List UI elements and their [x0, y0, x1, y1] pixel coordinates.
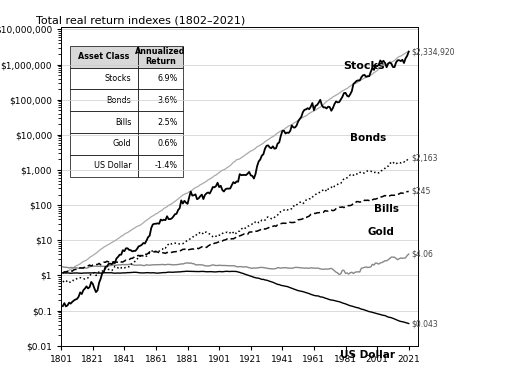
Text: $4.06: $4.06 [410, 250, 432, 259]
Text: $0.043: $0.043 [410, 319, 437, 328]
Text: $2,334,920: $2,334,920 [410, 47, 454, 56]
Text: Total real return indexes (1802–2021): Total real return indexes (1802–2021) [36, 15, 244, 25]
Text: $2,163: $2,163 [410, 154, 437, 163]
Text: US Dollar: US Dollar [339, 350, 394, 360]
Text: Bills: Bills [374, 204, 399, 214]
Text: Gold: Gold [367, 227, 394, 238]
Text: Stocks: Stocks [343, 61, 384, 71]
Text: Bonds: Bonds [350, 133, 386, 142]
Text: $245: $245 [410, 187, 430, 196]
